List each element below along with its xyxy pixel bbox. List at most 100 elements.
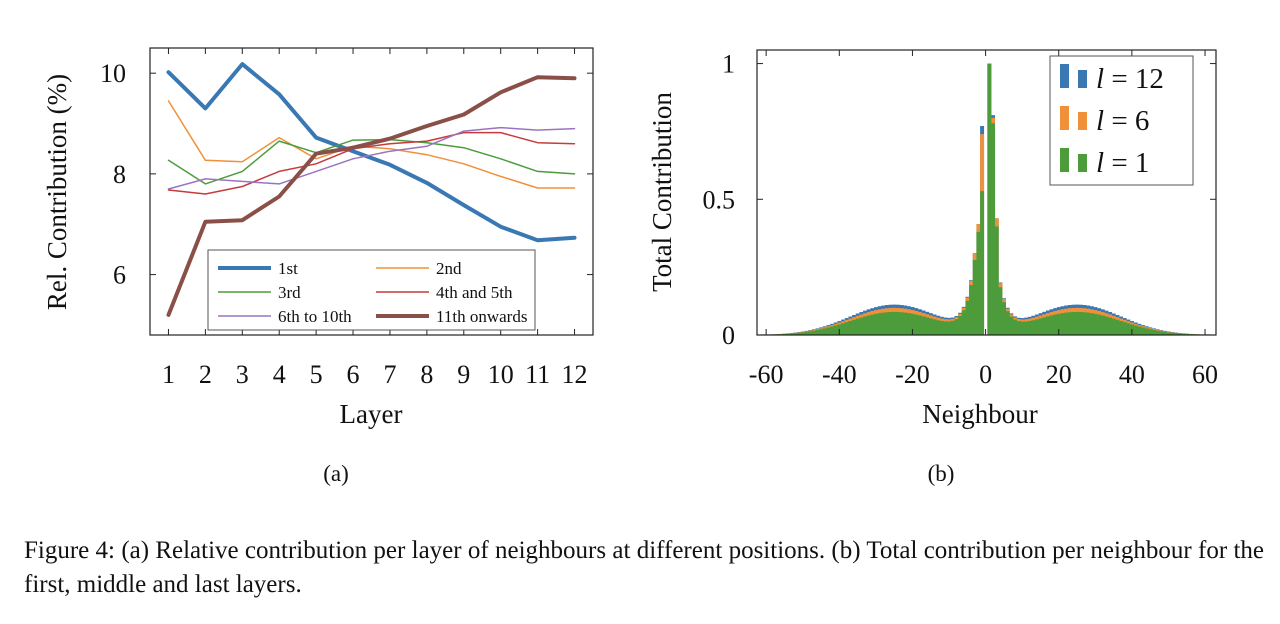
bar bbox=[972, 260, 977, 335]
bar bbox=[804, 331, 809, 335]
chart-b-panel-label: (b) bbox=[928, 461, 955, 486]
x-tick-label: 40 bbox=[1119, 360, 1145, 389]
bar bbox=[1016, 321, 1021, 335]
bar bbox=[789, 333, 794, 335]
x-tick-label: 11 bbox=[525, 360, 550, 389]
bar bbox=[969, 285, 974, 335]
chart-b-x-tick-labels: -60 -40 -20 0 20 40 60 bbox=[749, 360, 1218, 389]
bar bbox=[1089, 313, 1094, 335]
chart-a-legend: 1st 2nd 3rd 4th and 5th 6th to 10th 11th onwa… bbox=[207, 249, 536, 331]
bar bbox=[961, 310, 966, 335]
bar bbox=[888, 312, 893, 335]
bar bbox=[1155, 330, 1160, 335]
legend-swatch bbox=[1060, 64, 1069, 88]
bar bbox=[800, 332, 805, 335]
legend-swatch bbox=[1078, 154, 1087, 172]
bar bbox=[841, 323, 846, 335]
bar bbox=[1009, 316, 1014, 335]
bar bbox=[1078, 312, 1083, 335]
bar bbox=[1034, 319, 1039, 335]
bar bbox=[1170, 332, 1175, 335]
bar bbox=[903, 312, 908, 335]
x-tick-label: 9 bbox=[457, 360, 470, 389]
chart-a-legend-items: 1st 2nd 3rd 4th and 5th 6th to 10th 11th onwa… bbox=[218, 259, 527, 326]
legend-label: 6th to 10th bbox=[278, 307, 352, 326]
legend-label: 11th onwards bbox=[436, 307, 527, 326]
figure-caption: Figure 4: (a) Relative contribution per … bbox=[24, 534, 1264, 602]
bar bbox=[863, 316, 868, 335]
bar bbox=[950, 320, 955, 335]
bar bbox=[987, 63, 992, 335]
x-tick-label: 6 bbox=[347, 360, 360, 389]
bar bbox=[895, 312, 900, 335]
bar bbox=[1144, 328, 1149, 335]
x-tick-label: -40 bbox=[822, 360, 857, 389]
bar bbox=[994, 226, 999, 335]
bar bbox=[1067, 312, 1072, 335]
bar bbox=[928, 318, 933, 335]
bar bbox=[910, 313, 915, 335]
x-tick-label: 8 bbox=[420, 360, 433, 389]
bar bbox=[914, 314, 919, 335]
legend-swatch bbox=[1060, 148, 1069, 172]
bar bbox=[885, 312, 889, 335]
series-line-2nd bbox=[167, 100, 576, 189]
bar bbox=[1075, 311, 1080, 335]
series-line-4th-and-5th bbox=[167, 131, 576, 195]
chart-b-frame bbox=[756, 49, 1217, 336]
bar bbox=[921, 316, 926, 335]
legend-swatch bbox=[1078, 112, 1087, 130]
legend-label: 3rd bbox=[278, 283, 301, 302]
chart-a-panel-label: (a) bbox=[323, 461, 349, 486]
bar bbox=[1133, 325, 1138, 335]
bar bbox=[1162, 331, 1167, 335]
x-tick-label: 7 bbox=[383, 360, 396, 389]
y-tick-label: 0 bbox=[722, 321, 735, 350]
bar bbox=[1100, 315, 1105, 335]
chart-b: -60 -40 -20 0 20 40 60 00.51 Neighbour Total C… bbox=[647, 49, 1218, 486]
bar bbox=[1119, 320, 1124, 335]
bar bbox=[998, 287, 1003, 335]
legend-swatch bbox=[1078, 70, 1087, 88]
chart-a-lines bbox=[166, 62, 577, 317]
bar bbox=[1108, 317, 1113, 335]
chart-b-legend-box bbox=[1049, 55, 1194, 186]
bar bbox=[947, 321, 952, 335]
bar bbox=[826, 327, 831, 335]
y-tick-label: 6 bbox=[113, 261, 126, 290]
x-tick-label: 20 bbox=[1046, 360, 1072, 389]
bar bbox=[1093, 313, 1098, 335]
bar bbox=[943, 321, 948, 335]
bar bbox=[1013, 319, 1017, 335]
bar bbox=[917, 315, 922, 335]
x-tick-label: 3 bbox=[236, 360, 249, 389]
bar bbox=[939, 320, 944, 335]
chart-a-ticks bbox=[150, 48, 593, 335]
chart-b-ylabel: Total Contribution bbox=[647, 92, 677, 292]
bar bbox=[1104, 316, 1109, 335]
bar bbox=[1137, 326, 1142, 335]
bar bbox=[859, 317, 864, 335]
chart-a-x-tick-labels: 1 2 3 4 5 6 7 8 9 10 11 12 bbox=[162, 360, 588, 389]
chart-b-legend: l = 12 l = 6 l = 1 bbox=[1049, 55, 1194, 186]
bar bbox=[1038, 318, 1043, 335]
bar bbox=[958, 316, 963, 335]
bar bbox=[976, 231, 981, 335]
bar bbox=[991, 123, 996, 335]
bar bbox=[833, 325, 838, 335]
bar bbox=[819, 329, 824, 335]
y-tick-label: 0.5 bbox=[703, 185, 736, 214]
legend-swatch bbox=[1060, 106, 1069, 130]
x-tick-label: 1 bbox=[162, 360, 175, 389]
bar bbox=[899, 312, 904, 335]
bar bbox=[1060, 313, 1065, 335]
y-tick-label: 10 bbox=[100, 59, 126, 88]
chart-b-y-tick-labels: 00.51 bbox=[703, 50, 736, 350]
bar bbox=[1177, 333, 1182, 335]
y-tick-label: 1 bbox=[722, 50, 735, 79]
bar bbox=[1181, 333, 1186, 335]
chart-b-xlabel: Neighbour bbox=[922, 399, 1037, 429]
bar bbox=[830, 326, 835, 335]
chart-a-y-tick-labels: 6 8 10 bbox=[100, 59, 126, 289]
